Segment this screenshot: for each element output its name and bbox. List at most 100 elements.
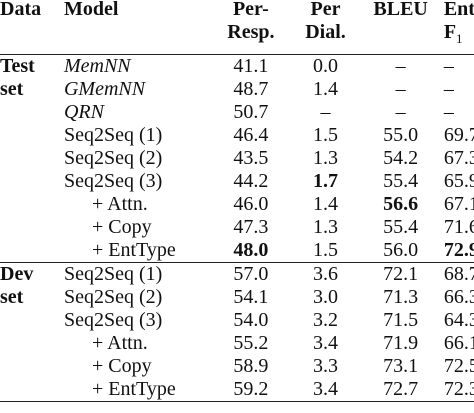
- per-response-cell: 48.7: [233, 78, 269, 100]
- entity-f1-cell: 72.5: [443, 355, 474, 377]
- table-row: Dev Seq2Seq (1) 57.0 3.6 72.1 68.7: [0, 262, 474, 286]
- per-dialog-cell: –: [320, 101, 331, 123]
- bleu-cell: –: [395, 78, 406, 100]
- dev-set-body: Dev Seq2Seq (1) 57.0 3.6 72.1 68.7 set S…: [0, 262, 474, 402]
- table-row: set Seq2Seq (2) 54.1 3.0 71.3 66.3: [0, 286, 474, 309]
- per-response-cell: 50.7: [233, 101, 269, 123]
- per-dialog-cell: 3.0: [312, 286, 338, 308]
- per-response-cell: 57.0: [208, 262, 294, 286]
- bleu-cell: 71.5: [383, 309, 419, 331]
- per-dialog-cell: 3.2: [312, 309, 338, 331]
- header-f-subscript: 1: [456, 31, 463, 46]
- header-per-response-line2: Resp.: [227, 21, 275, 43]
- per-response-cell: 47.3: [233, 216, 269, 238]
- entity-f1-cell: 67.1: [443, 193, 474, 215]
- bleu-cell: 56.0: [383, 239, 419, 261]
- entity-f1-cell: 66.3: [443, 286, 474, 308]
- table-row: + Copy 47.3 1.3 55.4 71.6: [0, 216, 474, 239]
- table-row: + Attn. 55.2 3.4 71.9 66.1: [0, 332, 474, 355]
- model-cell: Seq2Seq (3): [63, 170, 163, 192]
- model-cell: + Copy: [91, 216, 152, 238]
- entity-f1-cell: –: [443, 55, 454, 77]
- model-cell: Seq2Seq (1): [63, 124, 163, 146]
- bleu-cell: 73.1: [383, 355, 419, 377]
- header-entity-f1: Ent. F1: [444, 0, 474, 55]
- entity-f1-cell: 64.3: [443, 309, 474, 331]
- bleu-cell: 54.2: [383, 147, 419, 169]
- dev-set-label-2: set: [0, 286, 24, 308]
- table-row: Seq2Seq (1) 46.4 1.5 55.0 69.7: [0, 124, 474, 147]
- header-bleu: BLEU: [373, 0, 428, 20]
- model-cell: Seq2Seq (2): [63, 147, 163, 169]
- model-cell: + Attn.: [91, 332, 148, 354]
- per-response-cell: 58.9: [233, 355, 269, 377]
- model-cell: + Copy: [91, 355, 152, 377]
- model-cell: GMemNN: [63, 78, 146, 100]
- per-dialog-cell: 1.3: [312, 147, 338, 169]
- bleu-cell: 72.1: [357, 262, 444, 286]
- bleu-cell: 72.7: [357, 378, 444, 402]
- bleu-cell: –: [395, 101, 406, 123]
- header-per-dialog: Per Dial.: [294, 0, 358, 55]
- table-row: Test MemNN 41.1 0.0 – –: [0, 55, 474, 79]
- per-dialog-cell: 1.4: [312, 78, 338, 100]
- table-row: + EntType 48.0 1.5 56.0 72.9: [0, 239, 474, 263]
- dev-set-label-1: Dev: [0, 262, 64, 286]
- entity-f1-cell: 69.7: [443, 124, 474, 146]
- per-response-cell: 59.2: [208, 378, 294, 402]
- header-model: Model: [63, 0, 119, 20]
- model-cell: + EntType: [91, 239, 176, 261]
- per-dialog-cell-best: 1.7: [312, 170, 338, 192]
- bleu-cell: 55.4: [383, 216, 419, 238]
- table-row: + Attn. 46.0 1.4 56.6 67.1: [0, 193, 474, 216]
- per-dialog-cell: 1.4: [312, 193, 338, 215]
- entity-f1-cell: –: [443, 101, 454, 123]
- per-response-cell: 54.1: [233, 286, 269, 308]
- per-response-cell: 44.2: [233, 170, 269, 192]
- bleu-cell: 55.4: [383, 170, 419, 192]
- table-row: Seq2Seq (3) 44.2 1.7 55.4 65.9: [0, 170, 474, 193]
- per-response-cell: 55.2: [233, 332, 269, 354]
- table-row: QRN 50.7 – – –: [0, 101, 474, 124]
- per-response-cell: 46.4: [233, 124, 269, 146]
- entity-f1-cell: 72.3: [443, 378, 474, 402]
- table-row: + Copy 58.9 3.3 73.1 72.5: [0, 355, 474, 378]
- results-table: Data Model Per- Resp. Per Dial. BLEU Ent…: [0, 0, 474, 402]
- entity-f1-cell-best: 72.9: [443, 239, 474, 261]
- results-table-container: Data Model Per- Resp. Per Dial. BLEU Ent…: [0, 0, 474, 402]
- table-row: + EntType 59.2 3.4 72.7 72.3: [0, 378, 474, 402]
- test-set-body: Test MemNN 41.1 0.0 – – set GMemNN 48.7 …: [0, 55, 474, 263]
- entity-f1-cell: 71.6: [443, 216, 474, 238]
- entity-f1-cell: 67.3: [443, 147, 474, 169]
- per-response-cell-best: 48.0: [233, 239, 269, 261]
- model-cell: QRN: [63, 101, 104, 123]
- per-dialog-cell: 3.3: [312, 355, 338, 377]
- header-entity-f1-line2: F1: [444, 21, 474, 50]
- per-dialog-cell: 3.6: [293, 262, 358, 286]
- test-set-label-1: Test: [0, 55, 35, 77]
- table-row: Seq2Seq (2) 43.5 1.3 54.2 67.3: [0, 147, 474, 170]
- bleu-cell: 55.0: [383, 124, 419, 146]
- bleu-cell: 71.3: [383, 286, 419, 308]
- model-cell: Seq2Seq (1): [63, 262, 209, 286]
- per-dialog-cell: 1.5: [312, 124, 338, 146]
- per-dialog-cell: 3.4: [312, 332, 338, 354]
- bleu-cell-best: 56.6: [383, 193, 419, 215]
- table-row: Seq2Seq (3) 54.0 3.2 71.5 64.3: [0, 309, 474, 332]
- bleu-cell: –: [395, 55, 406, 77]
- header-row: Data Model Per- Resp. Per Dial. BLEU Ent…: [0, 0, 474, 55]
- model-cell: + EntType: [91, 378, 176, 400]
- header-per-dialog-line1: Per: [310, 0, 341, 20]
- test-set-label-2: set: [0, 78, 24, 100]
- per-dialog-cell: 1.3: [312, 216, 338, 238]
- header-entity-f1-line1: Ent.: [443, 0, 474, 20]
- entity-f1-cell: 68.7: [443, 262, 474, 286]
- per-response-cell: 46.0: [233, 193, 269, 215]
- entity-f1-cell: 65.9: [443, 170, 474, 192]
- model-cell: Seq2Seq (2): [63, 286, 163, 308]
- per-response-cell: 43.5: [233, 147, 269, 169]
- per-response-cell: 41.1: [233, 55, 269, 77]
- header-f-letter: F: [443, 21, 457, 43]
- per-dialog-cell: 0.0: [312, 55, 338, 77]
- model-cell: Seq2Seq (3): [63, 309, 163, 331]
